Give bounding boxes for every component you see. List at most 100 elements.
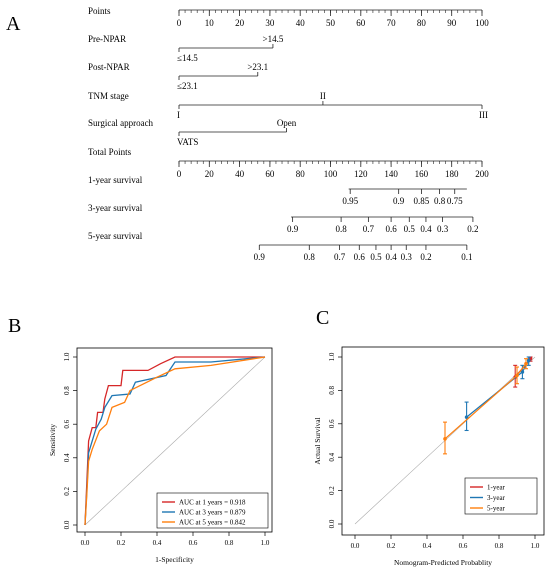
scale-tick-label: 100 bbox=[324, 169, 338, 179]
roc-legend-label: AUC at 3 years = 0.879 bbox=[179, 509, 246, 517]
panel-label-b: B bbox=[8, 315, 21, 337]
row-label-survival-3y: 3-year survival bbox=[88, 203, 143, 213]
calibration-point bbox=[520, 370, 525, 374]
roc-plot-frame bbox=[76, 347, 273, 533]
row-label-pre-npar: Pre-NPAR bbox=[88, 34, 126, 44]
survival-tick-label: 0.2 bbox=[467, 224, 478, 234]
roc-x-tick-label: 0.0 bbox=[81, 539, 90, 547]
variable-level-label: >14.5 bbox=[263, 34, 284, 44]
roc-curve-3 bbox=[84, 356, 266, 526]
survival-tick-label: 0.9 bbox=[393, 196, 405, 206]
calibration-line-3-year bbox=[466, 360, 530, 418]
roc-x-axis-label: 1-Specificity bbox=[155, 555, 194, 564]
roc-x-tick-label: 1.0 bbox=[261, 539, 270, 547]
survival-tick-label: 0.85 bbox=[414, 196, 430, 206]
roc-y-axis-label: Sensitivity bbox=[48, 424, 57, 456]
roc-y-tick-label: 0.2 bbox=[63, 487, 71, 496]
variable-level-label: ≤23.1 bbox=[177, 81, 198, 91]
survival-tick-label: 0.8 bbox=[304, 252, 316, 262]
calibration-y-tick-label: 0.6 bbox=[328, 419, 336, 428]
scale-tick-label: 120 bbox=[354, 169, 368, 179]
roc-curve-2 bbox=[84, 356, 266, 526]
survival-tick-label: 0.8 bbox=[335, 224, 347, 234]
nomogram: Points 0 10 20 30 40 50 60 70 80 90 100 Pre-NPAR ≤14.… bbox=[88, 6, 489, 262]
variable-level-label: VATS bbox=[177, 137, 198, 147]
roc-x-tick-label: 0.2 bbox=[117, 539, 126, 547]
variable-level-label: III bbox=[479, 110, 488, 120]
calibration-y-axis-label: Actual Survival bbox=[313, 417, 322, 464]
calibration-x-tick-label: 1.0 bbox=[531, 542, 540, 550]
calibration-point bbox=[515, 373, 519, 378]
calibration-legend-label: 1-year bbox=[487, 484, 506, 492]
scale-tick-label: 20 bbox=[205, 169, 215, 179]
survival-tick-label: 0.5 bbox=[370, 252, 382, 262]
calibration-x-tick-label: 0.4 bbox=[423, 542, 432, 550]
variable-level-label: Open bbox=[277, 118, 297, 128]
roc-y-tick-label: 0.6 bbox=[63, 419, 71, 428]
calibration-chart: 0.0 0.2 0.4 0.6 0.8 1.0 0.0 0.2 0.4 0.6 0.8 1.0 Nomo… bbox=[313, 346, 545, 567]
scale-tick-label: 0 bbox=[177, 169, 182, 179]
calibration-x-tick-label: 0.2 bbox=[387, 542, 396, 550]
calibration-x-tick-label: 0.0 bbox=[351, 542, 360, 550]
survival-tick-label: 0.3 bbox=[437, 224, 449, 234]
roc-reference-diagonal bbox=[84, 356, 266, 526]
survival-tick-label: 0.6 bbox=[354, 252, 366, 262]
calibration-y-tick-label: 0.2 bbox=[328, 486, 336, 495]
variable-level-label: I bbox=[177, 110, 180, 120]
variable-level-label: II bbox=[320, 91, 326, 101]
scale-tick-label: 10 bbox=[205, 18, 215, 28]
calibration-y-tick-label: 0.0 bbox=[328, 519, 336, 528]
calibration-y-tick-label: 0.8 bbox=[328, 386, 336, 395]
roc-y-tick-label: 0.0 bbox=[63, 520, 71, 529]
row-label-survival-5y: 5-year survival bbox=[88, 231, 143, 241]
scale-tick-label: 60 bbox=[265, 169, 275, 179]
survival-tick-label: 0.1 bbox=[461, 252, 472, 262]
survival-tick-label: 0.4 bbox=[420, 224, 432, 234]
row-label-total-points: Total Points bbox=[88, 147, 132, 157]
survival-tick-label: 0.75 bbox=[447, 196, 463, 206]
survival-tick-label: 0.8 bbox=[434, 196, 446, 206]
survival-tick-label: 0.9 bbox=[287, 224, 299, 234]
calibration-point bbox=[526, 358, 531, 363]
calibration-point bbox=[464, 415, 469, 419]
scale-tick-label: 90 bbox=[447, 18, 457, 28]
calibration-point bbox=[443, 437, 447, 441]
calibration-plot-frame bbox=[341, 346, 545, 536]
calibration-legend-label: 5-year bbox=[487, 505, 506, 513]
scale-tick-label: 80 bbox=[417, 18, 427, 28]
calibration-y-tick-label: 1.0 bbox=[328, 352, 336, 361]
panel-label-c: C bbox=[316, 307, 329, 329]
roc-curve-1 bbox=[84, 356, 265, 526]
roc-y-tick-label: 1.0 bbox=[63, 352, 71, 361]
scale-tick-label: 200 bbox=[475, 169, 489, 179]
calibration-x-tick-label: 0.8 bbox=[495, 542, 504, 550]
variable-level-label: >23.1 bbox=[247, 62, 268, 72]
survival-tick-label: 0.7 bbox=[334, 252, 346, 262]
survival-tick-label: 0.5 bbox=[404, 224, 416, 234]
roc-legend-label: AUC at 1 years = 0.918 bbox=[179, 499, 246, 507]
roc-legend-label: AUC at 5 years = 0.842 bbox=[179, 519, 246, 527]
roc-chart: 0.0 0.2 0.4 0.6 0.8 1.0 0.0 0.2 0.4 0.6 0.8 1.0 1-Sp… bbox=[48, 347, 273, 564]
scale-tick-label: 70 bbox=[387, 18, 397, 28]
roc-y-tick-label: 0.8 bbox=[63, 386, 71, 395]
scale-tick-label: 30 bbox=[265, 18, 275, 28]
panel-label-a: A bbox=[6, 13, 21, 35]
scale-tick-label: 60 bbox=[356, 18, 366, 28]
calibration-legend-label: 3-year bbox=[487, 494, 506, 502]
scale-tick-label: 0 bbox=[177, 18, 182, 28]
row-label-survival-1y: 1-year survival bbox=[88, 175, 143, 185]
scale-tick-label: 160 bbox=[415, 169, 429, 179]
survival-tick-label: 0.95 bbox=[342, 196, 358, 206]
survival-tick-label: 0.6 bbox=[385, 224, 397, 234]
scale-tick-label: 20 bbox=[235, 18, 245, 28]
scale-tick-label: 180 bbox=[445, 169, 459, 179]
row-label-surgical-approach: Surgical approach bbox=[88, 118, 154, 128]
survival-tick-label: 0.3 bbox=[401, 252, 413, 262]
scale-tick-label: 50 bbox=[326, 18, 336, 28]
row-label-tnm-stage: TNM stage bbox=[88, 91, 129, 101]
calibration-x-axis-label: Nomogram-Predicted Probablity bbox=[394, 558, 492, 567]
survival-tick-label: 0.7 bbox=[363, 224, 375, 234]
row-label-post-npar: Post-NPAR bbox=[88, 62, 130, 72]
calibration-point bbox=[524, 361, 528, 366]
